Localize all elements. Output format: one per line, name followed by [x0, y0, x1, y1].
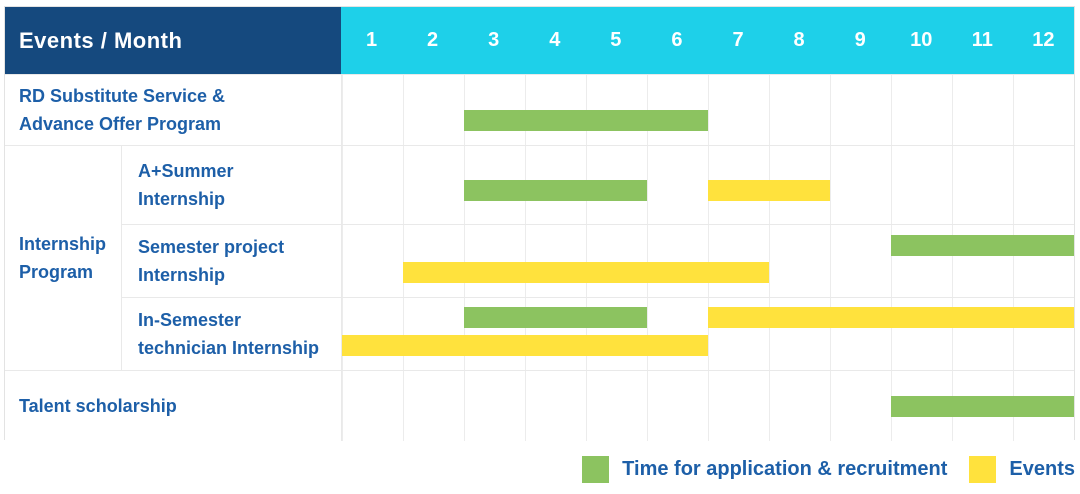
gantt-bar-application [891, 235, 1074, 256]
row-label-rd-substitute-service: RD Substitute Service & Advance Offer Pro… [5, 74, 341, 145]
month-header-cell: 6 [671, 29, 683, 51]
month-header-cell: 11 [971, 29, 993, 51]
row-label-line: Internship [138, 189, 226, 209]
row-label-line: Talent scholarship [19, 396, 177, 416]
legend: Time for application & recruitment Events [560, 452, 1075, 486]
month-header-cell: 5 [610, 29, 622, 51]
legend-swatch-application [582, 455, 610, 483]
month-header-cell: 10 [910, 29, 933, 51]
month-header-cell: 1 [365, 29, 378, 51]
row-label-line: Advance Offer Program [19, 114, 222, 134]
group-label-line: Program [19, 262, 94, 282]
gantt-bar-application [464, 110, 708, 131]
group-label-line: Internship [19, 234, 107, 254]
month-header-cell: 12 [1032, 29, 1055, 51]
gantt-track-in-semester-technician-internship [341, 297, 1074, 370]
gantt-track-semester-project-internship [341, 224, 1074, 297]
legend-label: Time for application & recruitment [622, 457, 948, 480]
gantt-track-a-plus-summer-internship [341, 145, 1074, 224]
legend-swatch-events [969, 455, 997, 483]
row-label-line: Semester project [138, 237, 285, 257]
row-label-semester-project-internship: Semester project Internship [121, 224, 341, 297]
row-label-line: In-Semester [138, 310, 242, 330]
month-header-cell: 7 [732, 29, 744, 51]
gantt-bar-events [403, 262, 769, 283]
row-label-line: RD Substitute Service & [19, 86, 226, 106]
table-header-title: Events / Month [5, 7, 341, 74]
row-label-talent-scholarship: Talent scholarship [5, 370, 341, 441]
month-header-cell: 3 [488, 29, 500, 51]
month-header-cell: 9 [854, 29, 866, 51]
gantt-bar-events [342, 335, 708, 356]
month-header-cell: 8 [793, 29, 805, 51]
gantt-bar-application [891, 396, 1074, 417]
legend-item-events: Events [969, 455, 1075, 483]
gantt-bar-application [464, 307, 647, 328]
month-header-cell: 2 [427, 29, 439, 51]
legend-label: Events [1009, 457, 1075, 480]
month-header-cell: 4 [549, 29, 561, 51]
row-label-in-semester-technician-internship: In-Semester technician Internship [121, 297, 341, 370]
gantt-bar-application [464, 180, 647, 201]
gantt-track-rd-substitute-service [341, 74, 1074, 145]
gantt-bar-events [708, 180, 830, 201]
gantt-track-talent-scholarship [341, 370, 1074, 441]
row-label-line: A+Summer [138, 161, 234, 181]
row-label-a-plus-summer-internship: A+Summer Internship [121, 145, 341, 224]
month-header-row: 1 2 3 4 5 6 7 8 9 10 11 12 [341, 7, 1074, 74]
group-label-internship-program: Internship Program [5, 145, 121, 370]
row-label-line: Internship [138, 265, 226, 285]
events-month-table: Events / Month 1 2 3 4 5 6 7 8 9 10 11 12 RD Substi… [4, 6, 1075, 441]
row-label-line: technician Internship [138, 338, 320, 358]
gantt-bar-events [708, 307, 1074, 328]
legend-item-application: Time for application & recruitment [582, 455, 948, 483]
